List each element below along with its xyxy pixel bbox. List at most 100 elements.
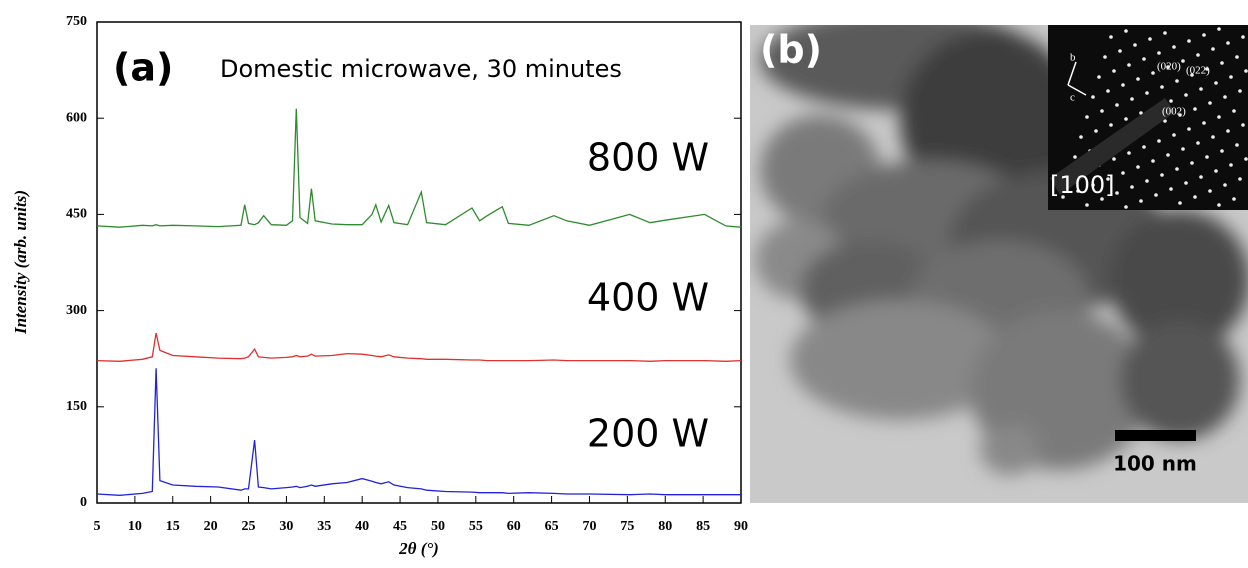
tem-image <box>750 25 1248 503</box>
diffraction-spot <box>1160 85 1164 89</box>
diffraction-spot <box>1217 203 1221 207</box>
x-tick-label: 35 <box>317 519 331 534</box>
x-tick-label: 55 <box>469 519 483 534</box>
x-tick-label: 15 <box>166 519 180 534</box>
diffraction-spot <box>1214 81 1218 85</box>
x-tick-label: 30 <box>279 519 293 534</box>
diffraction-spot <box>1136 165 1140 169</box>
diffraction-spot <box>1169 99 1173 103</box>
y-tick-label: 150 <box>66 399 87 414</box>
zone-axis: [100] <box>1050 171 1115 199</box>
spot-label: (022) <box>1186 65 1210 77</box>
diffraction-spot <box>1184 181 1188 185</box>
x-tick-label: 75 <box>620 519 634 534</box>
axis-c: c <box>1070 92 1075 104</box>
diffraction-spot <box>1184 93 1188 97</box>
diffraction-spot <box>1208 101 1212 105</box>
diffraction-spot <box>1211 47 1215 51</box>
x-tick-label: 10 <box>128 519 142 534</box>
diffraction-spot <box>1244 157 1248 161</box>
diffraction-spot <box>1187 39 1191 43</box>
diffraction-spot <box>1181 59 1185 63</box>
diffraction-spot <box>1226 129 1230 133</box>
diffraction-spot <box>1235 55 1239 59</box>
y-tick-label: 0 <box>80 495 87 510</box>
y-axis-label: Intensity (arb. units) <box>11 190 30 335</box>
diffraction-spot <box>1157 51 1161 55</box>
panel-label: (b) <box>760 28 822 72</box>
diffraction-spot <box>1178 201 1182 205</box>
panel-label: (a) <box>113 46 173 90</box>
series-label: 200 W <box>587 412 709 456</box>
diffraction-spot <box>1229 75 1233 79</box>
series-line <box>96 332 742 362</box>
y-tick-label: 600 <box>66 110 87 125</box>
diffraction-spot <box>1151 71 1155 75</box>
diffraction-spot <box>1205 67 1209 71</box>
diffraction-spot <box>1163 31 1167 35</box>
diffraction-spot <box>1187 127 1191 131</box>
diffraction-spot <box>1166 65 1170 69</box>
diffraction-spot <box>1100 109 1104 113</box>
x-tick-label: 40 <box>355 519 369 534</box>
diffraction-spot <box>1202 33 1206 37</box>
scale-bar-label: 100 nm <box>1113 452 1197 476</box>
diffraction-spot <box>1226 41 1230 45</box>
x-axis-label: 2θ (°) <box>398 539 439 558</box>
diffraction-spot <box>1115 103 1119 107</box>
diffraction-spot <box>1154 193 1158 197</box>
x-tick-label: 45 <box>393 519 407 534</box>
series-line <box>96 108 742 228</box>
diffraction-spot <box>1202 121 1206 125</box>
diffraction-spot <box>1217 115 1221 119</box>
x-tick-label: 5 <box>94 519 101 534</box>
diffraction-spot <box>1112 69 1116 73</box>
diffraction-spot <box>1085 203 1089 207</box>
spot-label: (002) <box>1162 106 1186 118</box>
diffraction-spot <box>1091 95 1095 99</box>
diffraction-spot <box>1112 157 1116 161</box>
diffraction-spot <box>1172 45 1176 49</box>
diffraction-spot <box>1142 57 1146 61</box>
y-tick-label: 300 <box>66 303 87 318</box>
diffraction-spot <box>1118 49 1122 53</box>
diffraction-spot <box>1208 189 1212 193</box>
diffraction-spot <box>1127 63 1131 67</box>
diffraction-spot <box>1178 113 1182 117</box>
diffraction-spot <box>1130 185 1134 189</box>
diffraction-spot <box>1148 37 1152 41</box>
diffraction-spot <box>1073 155 1077 159</box>
diffraction-spot <box>1124 205 1128 209</box>
diffraction-spot <box>1160 173 1164 177</box>
x-tick-label: 50 <box>431 519 445 534</box>
diffraction-spot <box>1223 183 1227 187</box>
x-tick-label: 20 <box>204 519 218 534</box>
x-tick-label: 25 <box>242 519 256 534</box>
diffraction-spot <box>1079 135 1083 139</box>
diffraction-spot <box>1166 153 1170 157</box>
diffraction-spot <box>1214 169 1218 173</box>
diffraction-spot <box>1076 189 1080 193</box>
plot-area: 0 150 300 450 600 750 5 10 15 20 25 30 35 40 45 50 55 60 6… <box>66 14 748 534</box>
series-line <box>96 368 741 496</box>
diffraction-spot <box>1190 73 1194 77</box>
diffraction-spot <box>1163 119 1167 123</box>
diffraction-spot <box>1238 177 1242 181</box>
x-tick-label: 70 <box>582 519 596 534</box>
diffraction-spot <box>1229 163 1233 167</box>
diffraction-spot <box>1097 75 1101 79</box>
diffraction-spot <box>1121 171 1125 175</box>
diffraction-spot <box>1232 197 1236 201</box>
diffraction-spot <box>1100 197 1104 201</box>
x-tick-label: 85 <box>696 519 710 534</box>
diffraction-spot <box>1175 167 1179 171</box>
diffraction-spot <box>1121 83 1125 87</box>
diffraction-spot <box>1241 35 1245 39</box>
diffraction-spot <box>1235 143 1239 147</box>
diffraction-spot <box>1196 141 1200 145</box>
diffraction-spot <box>1175 79 1179 83</box>
x-tick-label: 65 <box>545 519 559 534</box>
diffraction-spot <box>1169 187 1173 191</box>
diffraction-spot <box>1145 91 1149 95</box>
